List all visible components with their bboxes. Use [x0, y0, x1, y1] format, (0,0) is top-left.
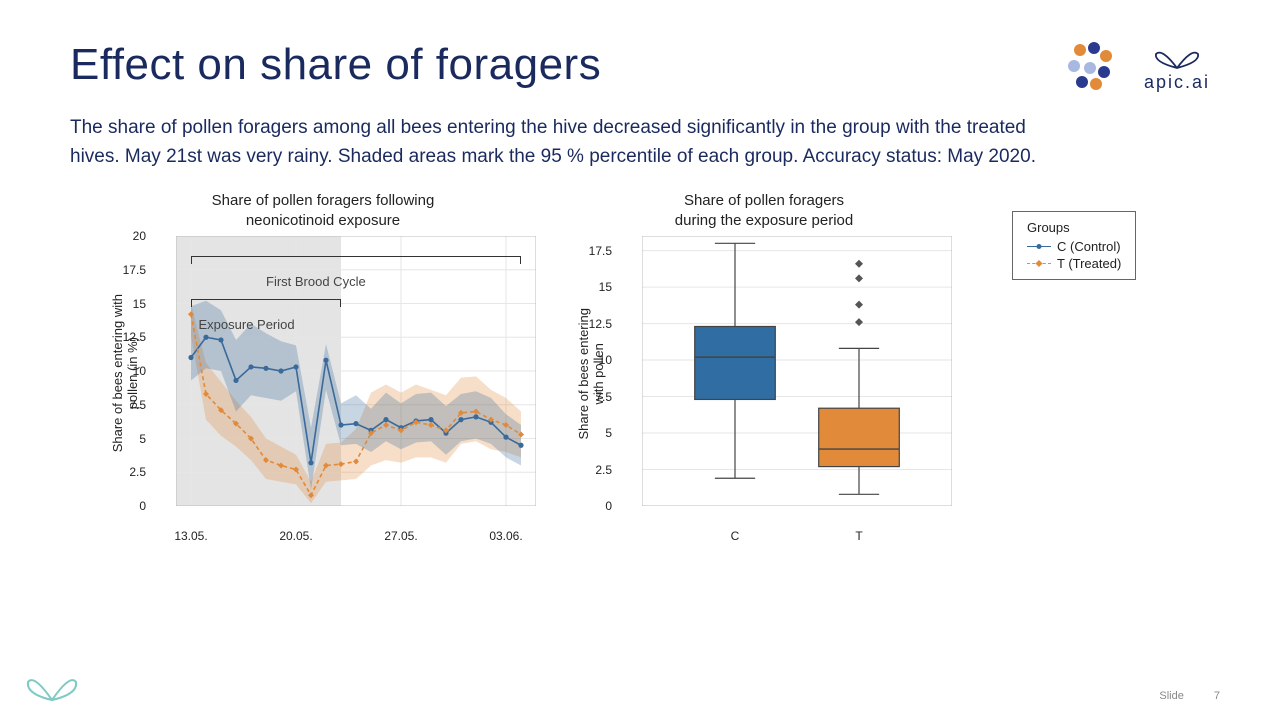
footer-label: Slide	[1159, 690, 1183, 702]
logo-group: apic.ai	[1060, 40, 1210, 96]
first-brood-annotation: First Brood Cycle	[266, 274, 366, 289]
box-chart: Share of pollen foragersduring the expos…	[576, 191, 952, 511]
brand-name: apic.ai	[1144, 72, 1210, 93]
legend-treated-icon	[1027, 263, 1051, 264]
box-chart-title: Share of pollen foragersduring the expos…	[675, 191, 853, 230]
slide-footer: Slide 7	[1159, 690, 1220, 702]
legend-control-icon	[1027, 246, 1051, 247]
exposure-annotation: Exposure Period	[199, 317, 295, 332]
description-text: The share of pollen foragers among all b…	[0, 96, 1140, 171]
dots-logo-icon	[1060, 40, 1124, 96]
legend-item-control: C (Control)	[1027, 239, 1121, 254]
box-chart-plot: 02.557.51012.51517.5 CT	[642, 236, 952, 511]
footer-page: 7	[1214, 690, 1220, 702]
legend-title: Groups	[1027, 220, 1121, 235]
brand-block: apic.ai	[1144, 44, 1210, 93]
legend: Groups C (Control) T (Treated)	[1012, 211, 1136, 280]
page-title: Effect on share of foragers	[70, 40, 601, 90]
line-chart-title: Share of pollen foragers followingneonic…	[212, 191, 435, 230]
line-chart-plot: 02.557.51012.51517.520 13.05.20.05.27.05…	[176, 236, 536, 511]
line-chart: Share of pollen foragers followingneonic…	[110, 191, 536, 511]
legend-item-treated: T (Treated)	[1027, 256, 1121, 271]
butterfly-icon	[1152, 44, 1202, 72]
corner-butterfly-icon	[24, 670, 80, 706]
